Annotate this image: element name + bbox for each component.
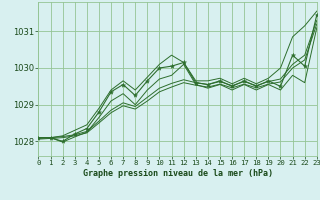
X-axis label: Graphe pression niveau de la mer (hPa): Graphe pression niveau de la mer (hPa) [83,169,273,178]
